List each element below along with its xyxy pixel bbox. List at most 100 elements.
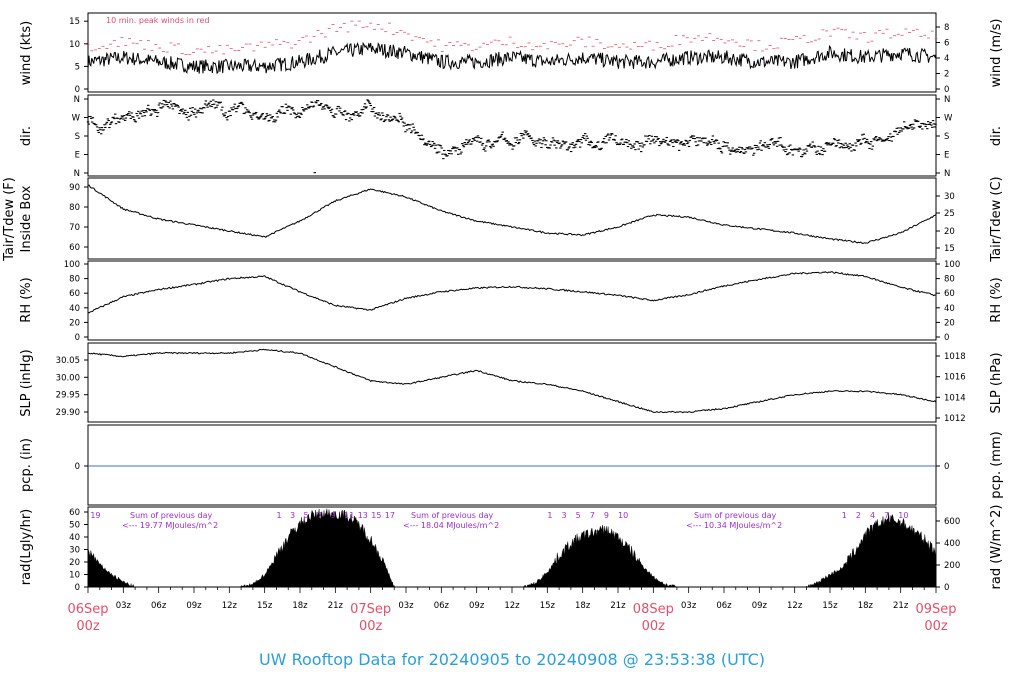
wind-speed-series: [87, 41, 937, 75]
wind-direction-series: [86, 99, 937, 174]
temp-left-label-1: Tair/Tdew (F): [2, 177, 17, 262]
x-tick-label: 12z: [787, 601, 803, 611]
rad-hour-label: 1: [547, 511, 552, 520]
y-tick-label: 60: [69, 289, 80, 299]
rad-left-label: rad(Lgly/hr): [19, 509, 34, 585]
wind-peak-series: [86, 20, 938, 56]
figure-title: UW Rooftop Data for 20240905 to 20240908…: [259, 650, 765, 669]
x-date-label: 07Sep: [350, 602, 391, 617]
y-tick-label: W: [944, 114, 953, 124]
y-tick-label: E: [944, 151, 949, 161]
y-tick-label: 25: [944, 209, 955, 219]
temp-panel-frame: [87, 177, 937, 260]
x-tick-label: 21z: [610, 601, 626, 611]
temp-left-label-2: Inside Box: [19, 185, 34, 252]
y-tick-label: 1014: [944, 393, 966, 403]
wind-right-label: wind (m/s): [989, 19, 1004, 88]
slp-left-label: SLP (inHg): [19, 349, 34, 417]
y-tick-label: 4: [944, 54, 949, 64]
x-tick-label: 09z: [186, 601, 202, 611]
y-tick-label: 80: [69, 203, 80, 213]
temp-right-label: Tair/Tdew (C): [989, 176, 1004, 262]
y-tick-label: 15: [944, 244, 955, 254]
wind-annotation: 10 min. peak winds in red: [106, 16, 210, 25]
y-tick-label: 30: [944, 192, 955, 202]
y-tick-label: 20: [69, 318, 80, 328]
x-tick-label: 03z: [116, 601, 132, 611]
x-date-label: 09Sep: [915, 602, 956, 617]
y-tick-label: 80: [944, 275, 955, 285]
y-tick-label: 0: [944, 583, 949, 593]
rh-right-label: RH (%): [989, 277, 1004, 322]
y-tick-label: 10: [69, 571, 80, 581]
rad-hour-label: 10: [618, 511, 628, 520]
x-date-zulu-label: 00z: [359, 619, 383, 634]
wind-left-label: wind (kts): [19, 21, 34, 85]
y-tick-label: 20: [69, 558, 80, 568]
y-tick-label: S: [944, 132, 949, 142]
x-tick-label: 18z: [858, 601, 874, 611]
y-tick-label: 0: [944, 333, 949, 343]
x-tick-label: 09z: [752, 601, 768, 611]
y-tick-label: 1016: [944, 373, 966, 383]
y-tick-label: 90: [69, 183, 80, 193]
y-tick-label: N: [944, 169, 950, 179]
slp-panel-frame: [87, 342, 937, 423]
y-tick-label: 20: [944, 318, 955, 328]
axes-group: 05101502468NESWNNESWN6070809015202530020…: [56, 17, 966, 634]
rad-sum-value-1: <--- 19.77 MJoules/m^2: [122, 521, 218, 530]
rad-sum-title-1: Sum of previous day: [130, 511, 212, 520]
dir-right-label: dir.: [989, 126, 1004, 146]
rad-hour-label: 3: [561, 511, 566, 520]
y-tick-label: 0: [75, 333, 80, 343]
x-tick-label: 03z: [681, 601, 697, 611]
rad-hour-label: 9: [604, 511, 609, 520]
y-tick-label: 1012: [944, 414, 966, 424]
y-tick-label: 15: [69, 17, 80, 27]
x-tick-label: 15z: [257, 601, 273, 611]
y-tick-label: 30.05: [56, 356, 80, 366]
y-tick-label: 60: [69, 243, 80, 253]
y-tick-label: 40: [69, 533, 80, 543]
rh-panel-frame: [87, 260, 937, 341]
y-tick-label: 2: [944, 70, 949, 80]
y-tick-label: 60: [69, 508, 80, 518]
rad-hour-label: 2: [856, 511, 861, 520]
y-tick-label: 100: [944, 260, 960, 270]
radiation-series: 19 1 3 5 7 9 11 13 15 17 1 3 5 7 9 10 1 2 4 7 10: [87, 508, 937, 588]
x-date-label: 06Sep: [67, 602, 108, 617]
dir-left-label: dir.: [19, 126, 34, 146]
temperature-series: [87, 184, 937, 245]
y-tick-label: 30: [69, 546, 80, 556]
rad-sum-value-3: <--- 10.34 MJoules/m^2: [686, 521, 782, 530]
rad-hour-label: 19: [90, 511, 100, 520]
y-tick-label: 200: [944, 561, 960, 571]
rad-hour-label: 1: [842, 511, 847, 520]
y-tick-label: 50: [69, 521, 80, 531]
x-tick-label: 21z: [328, 601, 344, 611]
y-tick-label: 1018: [944, 352, 966, 362]
pcp-left-label: pcp. (in): [19, 438, 34, 492]
x-tick-label: 06z: [434, 601, 450, 611]
pressure-series: [87, 348, 937, 414]
rad-hour-label: 7: [590, 511, 595, 520]
y-tick-label: 0: [944, 462, 949, 472]
rad-hour-label: 5: [576, 511, 581, 520]
y-tick-label: N: [74, 169, 80, 179]
x-date-label: 08Sep: [633, 602, 674, 617]
y-tick-label: 0: [75, 583, 80, 593]
y-tick-label: 60: [944, 289, 955, 299]
wind-panel-frame: [87, 12, 937, 93]
dir-panel-frame: [87, 94, 937, 177]
y-tick-label: 30.00: [56, 373, 80, 383]
rad-hour-label: 5: [304, 511, 309, 520]
x-tick-label: 12z: [504, 601, 520, 611]
slp-right-label: SLP (hPa): [989, 352, 1004, 413]
rad-hour-label: 3: [290, 511, 295, 520]
y-tick-label: 40: [944, 304, 955, 314]
rad-sum-title-3: Sum of previous day: [694, 511, 776, 520]
rad-hour-label: 17: [385, 511, 395, 520]
y-tick-label: 70: [69, 223, 80, 233]
y-tick-label: W: [72, 114, 81, 124]
